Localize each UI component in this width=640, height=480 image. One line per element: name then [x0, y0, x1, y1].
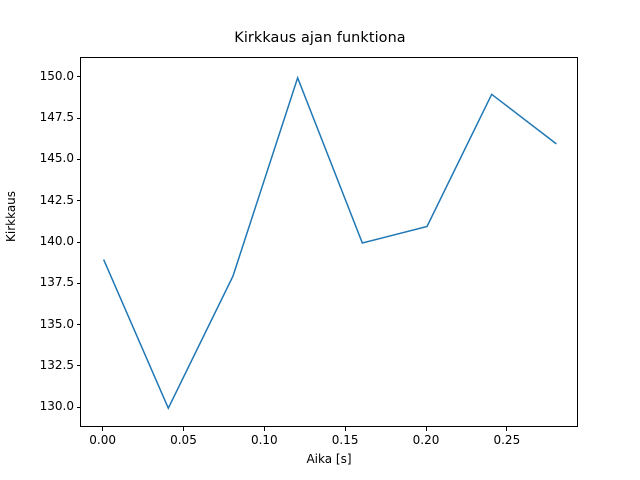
y-tick-label: 137.5 [39, 275, 74, 290]
x-tick-label: 0.05 [170, 433, 197, 447]
x-tick-label: 0.10 [250, 433, 278, 447]
y-tick-label: 150.0 [39, 68, 74, 83]
y-tick-mark [76, 200, 80, 202]
x-tick-mark [102, 427, 104, 431]
y-tick-mark [76, 76, 80, 78]
chart-title: Kirkkaus ajan funktiona [234, 30, 406, 46]
y-tick-mark [76, 365, 80, 367]
plot-area [102, 75, 557, 410]
plot-axes-frame [80, 57, 578, 427]
y-tick-label: 145.0 [39, 151, 74, 166]
y-tick-mark [76, 406, 80, 408]
y-tick-label: 135.0 [39, 316, 74, 331]
y-tick-label: 132.5 [39, 357, 74, 372]
x-tick-label: 0.25 [493, 433, 521, 447]
x-tick-mark [425, 427, 427, 431]
y-tick-label: 140.0 [39, 234, 74, 248]
x-tick-label: 0.15 [331, 433, 359, 447]
x-tick-label: 0.20 [412, 433, 440, 447]
y-axis-label: Kirkkaus [4, 190, 18, 242]
y-tick-label: 142.5 [39, 192, 74, 207]
y-tick-mark [76, 282, 80, 284]
y-tick-label: 147.5 [39, 110, 74, 125]
y-tick-mark [76, 117, 80, 119]
x-axis-label: Aika [s] [306, 452, 352, 466]
x-tick-mark [263, 427, 265, 431]
x-tick-label: 0.00 [89, 433, 116, 447]
y-tick-mark [76, 158, 80, 160]
x-tick-mark [506, 427, 508, 431]
x-tick-mark [344, 427, 346, 431]
y-tick-label: 130.0 [39, 399, 74, 414]
x-tick-mark [182, 427, 185, 431]
y-tick-mark [76, 324, 80, 326]
y-tick-mark [76, 241, 80, 243]
data-series-line [102, 75, 557, 410]
